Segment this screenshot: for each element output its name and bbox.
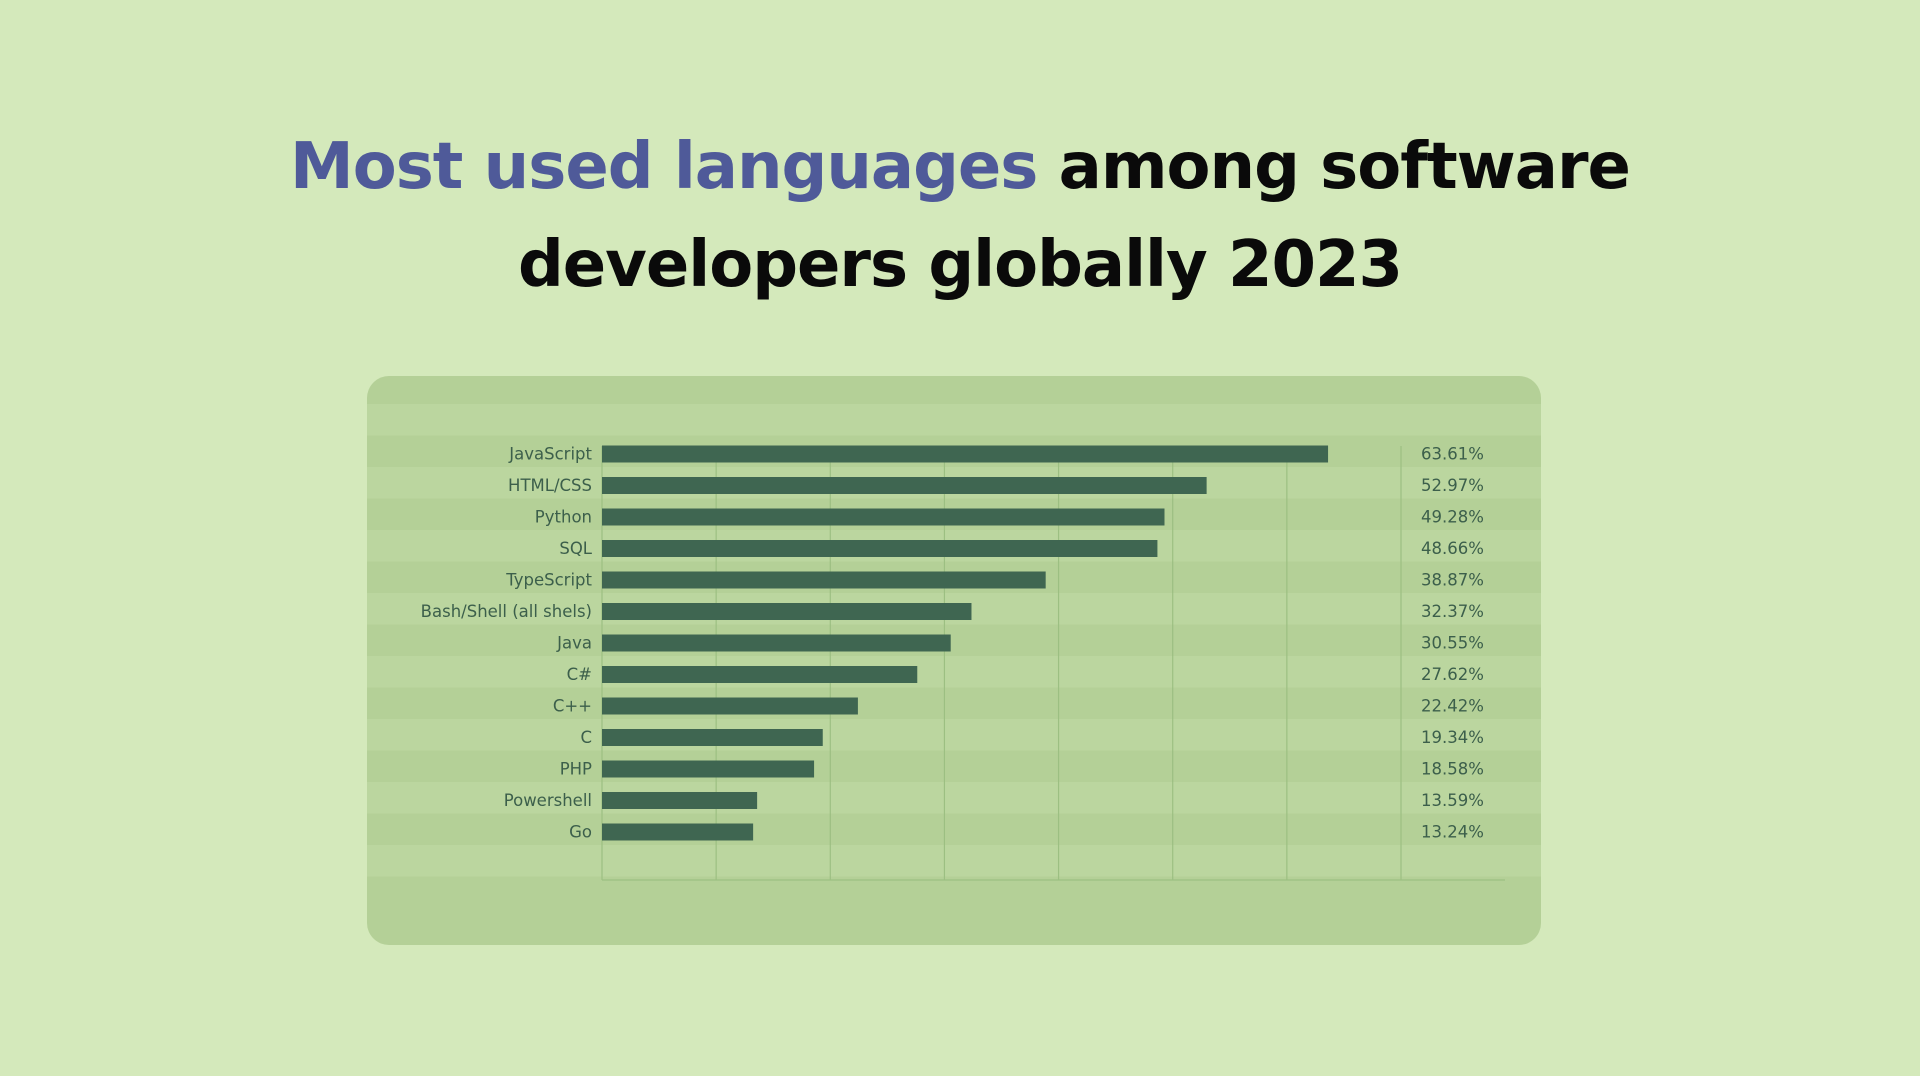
- category-label: C: [580, 728, 592, 747]
- value-label: 32.37%: [1421, 602, 1484, 621]
- category-label: TypeScript: [505, 571, 592, 590]
- chart-title: Most used languages among software develo…: [0, 118, 1920, 314]
- bar: [602, 697, 858, 715]
- value-label: 13.24%: [1421, 823, 1484, 842]
- value-label: 22.42%: [1421, 697, 1484, 716]
- bar: [602, 792, 758, 809]
- value-label: 49.28%: [1421, 508, 1484, 527]
- category-label: Go: [569, 823, 592, 842]
- bar: [602, 823, 754, 841]
- category-label: C#: [567, 665, 592, 684]
- title-line2: developers globally 2023: [517, 228, 1403, 302]
- bar: [602, 477, 1207, 494]
- title-rest-line1: among software: [1037, 130, 1631, 204]
- category-label: PHP: [560, 760, 592, 779]
- bar: [602, 634, 951, 652]
- bar: [602, 445, 1329, 463]
- value-label: 52.97%: [1421, 476, 1484, 495]
- value-label: 30.55%: [1421, 634, 1484, 653]
- category-label: Java: [556, 634, 592, 653]
- category-label: Bash/Shell (all shels): [421, 602, 592, 621]
- category-label: JavaScript: [508, 445, 592, 464]
- row-band: [367, 782, 1541, 814]
- category-label: Powershell: [504, 791, 592, 810]
- value-label: 38.87%: [1421, 571, 1484, 590]
- value-label: 48.66%: [1421, 539, 1484, 558]
- row-band: [367, 719, 1541, 751]
- row-band: [367, 404, 1541, 436]
- bar: [602, 571, 1046, 589]
- value-label: 18.58%: [1421, 760, 1484, 779]
- value-label: 27.62%: [1421, 665, 1484, 684]
- row-band: [367, 845, 1541, 877]
- category-label: HTML/CSS: [508, 476, 592, 495]
- bar: [602, 603, 972, 620]
- category-label: Python: [535, 508, 592, 527]
- chart-panel: JavaScript 63.61% HTML/CSS 52.97% Python 49.2…: [367, 376, 1541, 945]
- row-band: [367, 656, 1541, 688]
- bar: [602, 666, 918, 683]
- title-highlight: Most used languages: [290, 130, 1038, 204]
- bar-chart: JavaScript 63.61% HTML/CSS 52.97% Python 49.2…: [367, 404, 1541, 881]
- value-label: 19.34%: [1421, 728, 1484, 747]
- bar: [602, 508, 1165, 526]
- value-label: 13.59%: [1421, 791, 1484, 810]
- category-label: SQL: [559, 539, 592, 558]
- bar: [602, 540, 1158, 557]
- value-label: 63.61%: [1421, 445, 1484, 464]
- bar: [602, 760, 815, 778]
- category-label: C++: [553, 697, 592, 716]
- bar: [602, 729, 823, 746]
